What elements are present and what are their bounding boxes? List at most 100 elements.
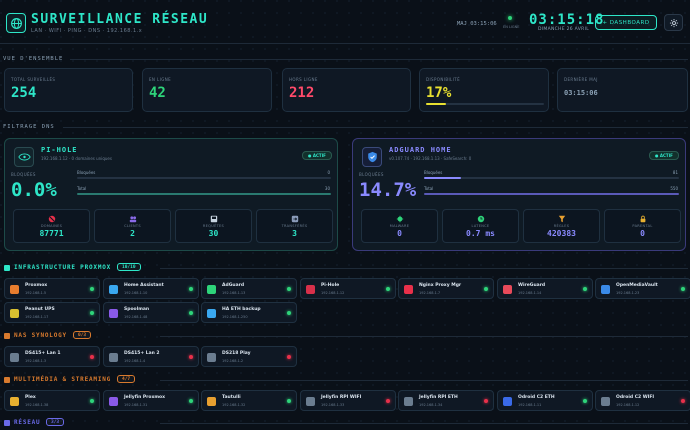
pihole-icon (17, 153, 31, 161)
service-card[interactable]: Pi-Hole 192.168.1.12 (300, 278, 396, 299)
settings-button[interactable] (664, 14, 683, 31)
stat-card-availability: DISPONIBILITÉ 17% (419, 68, 549, 112)
service-card[interactable]: Jellyfin RPI ETH 192.168.1.34 (398, 390, 494, 411)
adguard-status-badge: ● ACTIF (649, 151, 679, 160)
service-name: DS415+ Lan 2 (124, 351, 160, 356)
pihole-stat-queries: REQUÊTES 30 (175, 209, 252, 243)
service-ip: 192.168.1.31 (124, 403, 148, 407)
service-name: DS415+ Lan 1 (25, 351, 61, 356)
live-status-label: EN LIGNE (503, 25, 520, 29)
section-divider (70, 59, 688, 60)
status-online-dot (90, 399, 94, 403)
group-divider (160, 423, 688, 424)
service-ip: 192.168.1.23 (616, 291, 640, 295)
stat-label: EN LIGNE (149, 77, 172, 82)
pihole-bar-total-value: 30 (324, 186, 330, 191)
service-card[interactable]: Nginx Proxy Mgr 192.168.1.7 (398, 278, 494, 299)
status-offline-dot (90, 355, 94, 359)
forward-icon (291, 215, 298, 223)
group-icon (4, 333, 10, 339)
service-name: Jellyfin RPI WIFI (321, 395, 362, 400)
service-icon (503, 397, 512, 406)
service-ip: 192.168.1.4 (124, 359, 146, 363)
group-count-badge: 10/10 (117, 263, 141, 271)
service-icon (207, 353, 216, 362)
service-ip: 192.168.1.250 (222, 315, 248, 319)
service-ip: 192.168.1.2 (222, 359, 244, 363)
pihole-stat-forwarded: TRANSFÉRÉS 3 (256, 209, 333, 243)
status-online-dot (583, 399, 587, 403)
service-name: HA ETH backup (222, 307, 261, 312)
service-card[interactable]: HA ETH backup 192.168.1.250 (201, 302, 297, 323)
stat-label: TRANSFÉRÉS (281, 224, 308, 228)
stat-card-offline: HORS LIGNE 212 (282, 68, 411, 112)
service-card[interactable]: Odroid C2 ETH 192.168.1.11 (497, 390, 593, 411)
adguard-bar-blocked-label: Bloquées (424, 170, 443, 175)
page-title: SURVEILLANCE RÉSEAU (31, 12, 209, 27)
group-title: NAS SYNOLOGY (14, 332, 67, 339)
block-icon (48, 215, 55, 223)
service-icon (109, 285, 118, 294)
pihole-pct-label: BLOQUÉES (11, 172, 36, 177)
service-icon (404, 397, 413, 406)
service-card[interactable]: WireGuard 192.168.1.14 (497, 278, 593, 299)
service-card[interactable]: Jellyfin Proxmox 192.168.1.31 (103, 390, 199, 411)
pihole-status-badge: ● ACTIF (302, 151, 332, 160)
service-card[interactable]: Tautulli 192.168.1.32 (201, 390, 297, 411)
gear-icon (669, 18, 678, 27)
service-ip: 192.168.1.13 (222, 291, 246, 295)
service-icon (10, 285, 19, 294)
dashboard-button[interactable]: + DASHBOARD (595, 15, 657, 30)
stat-value: 17% (426, 85, 452, 101)
stat-value: 3 (292, 229, 297, 238)
header-divider (0, 43, 690, 44)
adguard-stat-latency: LATENCE 0.7 ms (442, 209, 519, 243)
malware-icon (396, 215, 403, 223)
service-card[interactable]: OpenMediaVault 192.168.1.23 (595, 278, 690, 299)
service-icon (404, 285, 413, 294)
database-icon (210, 215, 217, 223)
stat-value: 420383 (547, 229, 576, 238)
service-card[interactable]: DS415+ Lan 1 192.168.1.3 (4, 346, 100, 367)
service-icon (10, 397, 19, 406)
status-online-dot (386, 287, 390, 291)
service-name: Home Assistant (124, 283, 164, 288)
service-card[interactable]: Plex 192.168.1.38 (4, 390, 100, 411)
service-ip: 192.168.1.17 (25, 315, 49, 319)
service-icon (207, 397, 216, 406)
service-card[interactable]: Peanut UPS 192.168.1.17 (4, 302, 100, 323)
stat-value: 03:15:06 (564, 89, 598, 97)
group-divider (160, 380, 688, 381)
service-card[interactable]: Jellyfin RPI WIFI 192.168.1.33 (300, 390, 396, 411)
service-card[interactable]: DS415+ Lan 2 192.168.1.4 (103, 346, 199, 367)
availability-progress-fill (426, 103, 447, 105)
clock-date: DIMANCHE 26 AVRIL (538, 27, 590, 32)
adguard-bar-total-value: 550 (670, 186, 678, 191)
group-icon (4, 265, 10, 271)
service-card[interactable]: AdGuard 192.168.1.13 (201, 278, 297, 299)
service-card[interactable]: Odroid C2 WIFI 192.168.1.12 (595, 390, 690, 411)
status-online-dot (287, 287, 291, 291)
status-offline-dot (189, 355, 193, 359)
adguard-stat-malware: MALWARE 0 (361, 209, 438, 243)
service-name: Jellyfin Proxmox (124, 395, 166, 400)
group-title: RÉSEAU (14, 419, 41, 426)
adguard-block-percent: 14.7% (359, 179, 417, 201)
service-icon (306, 285, 315, 294)
adguard-subtitle: v0.107.74 · 192.168.1.13 · SafeSearch: 0 (389, 156, 472, 161)
service-card[interactable]: DS218 Play 192.168.1.2 (201, 346, 297, 367)
service-card[interactable]: Home Assistant 192.168.1.10 (103, 278, 199, 299)
live-status-dot (508, 16, 512, 20)
status-online-dot (90, 287, 94, 291)
service-ip: 192.168.1.33 (321, 403, 345, 407)
service-ip: 192.168.1.34 (419, 403, 443, 407)
stat-label: DOMAINES (40, 224, 63, 228)
app-logo (6, 13, 26, 33)
service-card[interactable]: Proxmox 192.168.1.5 (4, 278, 100, 299)
network-icon (10, 17, 22, 29)
stat-label: RÈGLES (553, 224, 570, 228)
group-icon (4, 377, 10, 383)
service-icon (10, 309, 19, 318)
service-card[interactable]: Spoolman 192.168.1.48 (103, 302, 199, 323)
service-name: Jellyfin RPI ETH (419, 395, 458, 400)
